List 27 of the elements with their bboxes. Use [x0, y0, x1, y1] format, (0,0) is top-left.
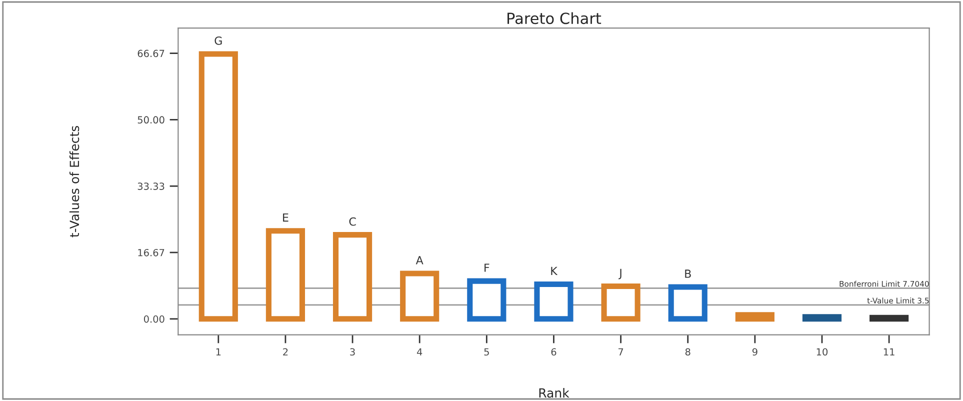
x-tick-label: 2 — [283, 348, 288, 356]
x-tick-label: 8 — [685, 348, 690, 356]
data-label: B — [685, 270, 691, 278]
y-axis-title: t-Values of Effects — [69, 126, 80, 238]
y-tick-label: 66.67 — [138, 50, 164, 58]
data-label: F — [484, 264, 490, 272]
data-label: K — [551, 266, 558, 275]
x-tick-label: 4 — [416, 348, 422, 356]
data-label: J — [618, 268, 622, 280]
y-tick-label: 33.33 — [138, 182, 164, 190]
data-label: C — [349, 217, 356, 226]
x-tick-label: 1 — [216, 348, 221, 356]
x-tick-label: 5 — [484, 348, 489, 356]
y-tick-label: 0.00 — [144, 315, 164, 323]
x-tick-label: 7 — [618, 348, 624, 356]
x-tick-label: 3 — [350, 348, 355, 356]
chart-title: Pareto Chart — [508, 12, 602, 24]
x-tick-label: 11 — [884, 348, 894, 356]
data-label: E — [283, 214, 288, 222]
data-label: G — [214, 36, 222, 45]
x-tick-label: 9 — [752, 348, 758, 356]
data-label: A — [416, 256, 424, 264]
y-tick-label: 50.00 — [138, 116, 164, 124]
x-tick-label: 10 — [816, 348, 828, 356]
x-axis-title: Rank — [539, 388, 570, 398]
x-tick-label: 6 — [551, 348, 556, 356]
y-tick-label: 16.67 — [138, 248, 164, 256]
